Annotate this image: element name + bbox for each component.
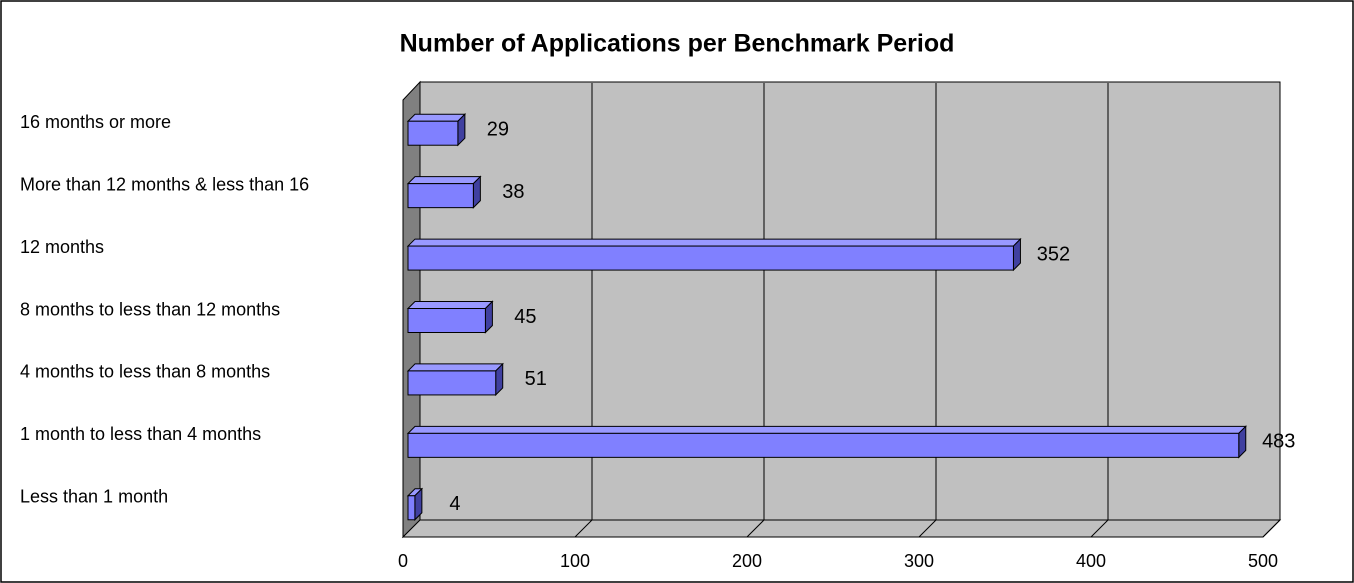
y-tick-label: More than 12 months & less than 16: [20, 174, 309, 194]
bar-top: [406, 363, 504, 372]
data-label: 483: [1262, 431, 1295, 453]
bar-top: [406, 238, 1022, 247]
data-label: 29: [487, 118, 509, 140]
y-tick-label: 1 month to less than 4 months: [20, 424, 261, 444]
bar-top: [406, 425, 1247, 434]
data-label: 4: [449, 493, 460, 515]
bar-top: [406, 176, 482, 185]
chart-title: Number of Applications per Benchmark Per…: [400, 30, 955, 58]
grid-line: [1090, 519, 1109, 538]
bar-top: [406, 301, 494, 309]
data-label: 51: [525, 368, 547, 390]
bar: [407, 432, 1240, 458]
x-tick-label: 400: [1076, 551, 1106, 571]
data-label: 38: [502, 181, 524, 203]
floor: [401, 519, 1282, 538]
grid-line: [746, 519, 765, 538]
x-tick-label: 500: [1248, 551, 1278, 571]
grid-line: [1262, 519, 1281, 538]
bar: [407, 183, 474, 209]
data-label: 352: [1037, 243, 1070, 265]
grid-line: [574, 519, 593, 538]
bar: [407, 308, 486, 333]
y-tick-label: 4 months to less than 8 months: [20, 362, 270, 382]
bar: [407, 120, 459, 146]
x-tick-label: 200: [732, 551, 762, 571]
x-tick-label: 300: [904, 551, 934, 571]
y-tick-label: 16 months or more: [20, 112, 171, 132]
y-tick-label: 8 months to less than 12 months: [20, 299, 280, 319]
x-tick-label: 0: [398, 551, 408, 571]
y-tick-label: 12 months: [20, 237, 104, 257]
bar: [407, 370, 497, 396]
bar: [407, 495, 416, 521]
data-label: 45: [514, 306, 536, 328]
grid-line: [918, 519, 937, 538]
bar-top: [406, 113, 467, 122]
x-tick-label: 100: [560, 551, 590, 571]
bar: [407, 245, 1014, 271]
y-tick-label: Less than 1 month: [20, 487, 168, 507]
